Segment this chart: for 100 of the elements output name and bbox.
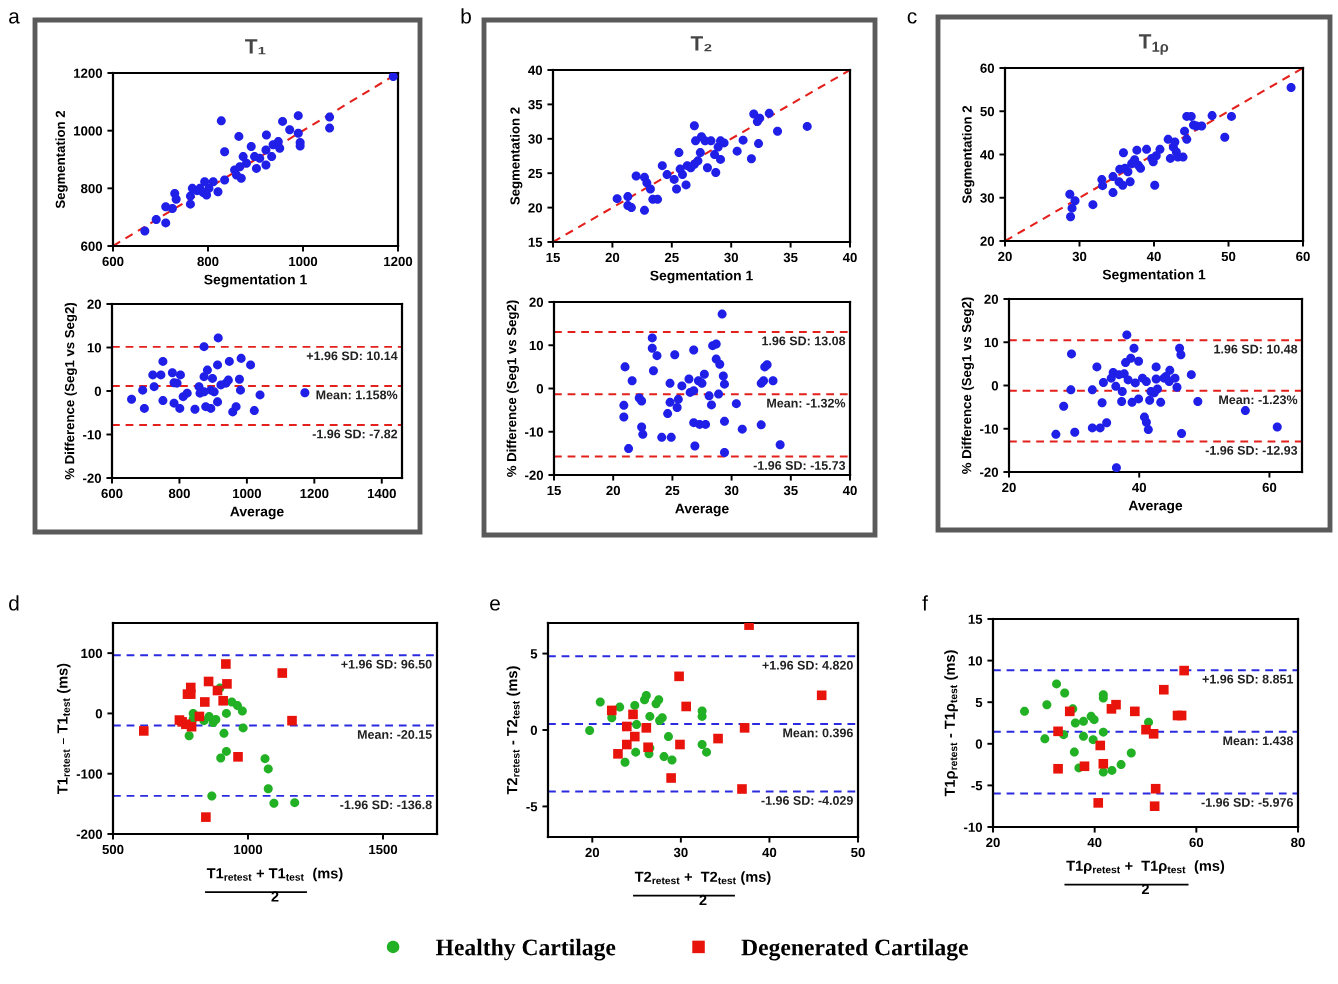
y-tick-label: 0 xyxy=(530,725,538,735)
y-tick-label: 10 xyxy=(968,656,983,666)
y-tick-label: 20 xyxy=(980,236,995,246)
point xyxy=(629,731,640,742)
text: e xyxy=(490,599,500,611)
point xyxy=(236,353,246,363)
x-tick-label: 30 xyxy=(724,252,738,263)
point xyxy=(236,173,246,183)
point xyxy=(731,399,741,409)
x-tick-label: 500 xyxy=(102,844,124,855)
point xyxy=(1123,375,1133,385)
x-tick-label: 1000 xyxy=(233,488,262,499)
x-tick-label: 1200 xyxy=(300,488,329,499)
point xyxy=(300,388,310,398)
point xyxy=(140,226,150,236)
point xyxy=(1042,700,1052,710)
point xyxy=(1060,688,1070,698)
point xyxy=(773,126,783,136)
point xyxy=(1070,427,1080,437)
point xyxy=(1116,760,1126,770)
point xyxy=(1130,378,1140,388)
point xyxy=(185,199,195,209)
point xyxy=(260,754,270,764)
point xyxy=(720,416,729,426)
x-tick-label: 600 xyxy=(101,488,123,499)
point xyxy=(1088,735,1098,745)
point xyxy=(171,194,181,204)
point xyxy=(627,376,637,386)
y-tick-label: 1000 xyxy=(74,126,103,136)
point xyxy=(764,108,774,118)
point xyxy=(737,784,747,794)
point xyxy=(1097,398,1107,408)
point xyxy=(184,731,194,741)
x-axis-title: Segmentation 1 xyxy=(204,274,307,288)
point xyxy=(267,152,277,162)
ref-line-label: -1.96 SD: -12.93 xyxy=(1205,445,1298,455)
point xyxy=(238,723,248,733)
point xyxy=(699,369,709,379)
point xyxy=(612,194,622,204)
x-tick-label: 600 xyxy=(102,256,124,267)
point xyxy=(645,184,655,194)
point xyxy=(657,432,667,442)
point xyxy=(595,697,605,707)
x-tick-label: 1400 xyxy=(367,488,396,499)
x-tick-label: 50 xyxy=(851,847,865,858)
point xyxy=(213,360,223,370)
point xyxy=(1098,181,1108,191)
y-tick-label: 40 xyxy=(528,65,543,75)
point xyxy=(185,191,195,201)
point xyxy=(1107,765,1117,775)
point xyxy=(161,218,171,228)
point xyxy=(1132,145,1142,155)
ref-line-label: +1.96 SD: 8.851 xyxy=(1202,674,1294,684)
text: b xyxy=(461,8,471,24)
point xyxy=(711,168,721,178)
y-tick-label: 25 xyxy=(528,168,543,179)
point xyxy=(278,116,288,126)
point xyxy=(737,424,747,434)
y-axis-title: % Difference (Seg1 vs Seg2) xyxy=(961,297,974,474)
point xyxy=(672,184,682,194)
point xyxy=(261,130,271,140)
point xyxy=(158,396,168,406)
point xyxy=(182,388,192,398)
point xyxy=(630,700,640,710)
point xyxy=(1141,377,1151,387)
point xyxy=(285,125,295,135)
y-tick-label: 0 xyxy=(991,381,999,391)
ref-line-label: -1.96 SD: -136.8 xyxy=(340,800,432,810)
ref-line-label: -1.96 SD: -4.029 xyxy=(761,796,853,805)
x-tick-label: 1500 xyxy=(369,844,398,855)
point xyxy=(732,146,742,156)
point xyxy=(720,448,729,458)
point xyxy=(619,412,629,422)
point xyxy=(1134,356,1144,366)
point xyxy=(1111,381,1121,391)
point xyxy=(657,161,667,171)
point xyxy=(1186,370,1196,380)
y-axis-title: T1ρ$_{retest}$ - T1ρ$_{test}$ (ms) xyxy=(944,650,958,797)
y-tick-label: -10 xyxy=(83,430,102,440)
x-tick-label: 40 xyxy=(842,485,857,496)
point xyxy=(647,333,657,343)
y-tick-label: -20 xyxy=(83,473,102,483)
point xyxy=(631,171,641,181)
point xyxy=(718,371,728,381)
x-tick-label: 1000 xyxy=(289,256,318,267)
point xyxy=(681,701,691,712)
chart-title: T$_{1ρ}$ xyxy=(1138,34,1169,55)
point xyxy=(1066,212,1076,222)
x-axis-title: Average xyxy=(675,503,729,517)
point xyxy=(663,409,673,419)
x-axis-title: Average xyxy=(230,506,284,520)
point xyxy=(202,365,212,375)
point xyxy=(199,697,210,707)
point xyxy=(1226,111,1236,121)
text: d xyxy=(9,595,19,611)
point xyxy=(1067,203,1077,213)
y-tick-label: -20 xyxy=(980,467,999,477)
point xyxy=(754,139,764,149)
point xyxy=(624,444,634,454)
point xyxy=(639,205,649,215)
